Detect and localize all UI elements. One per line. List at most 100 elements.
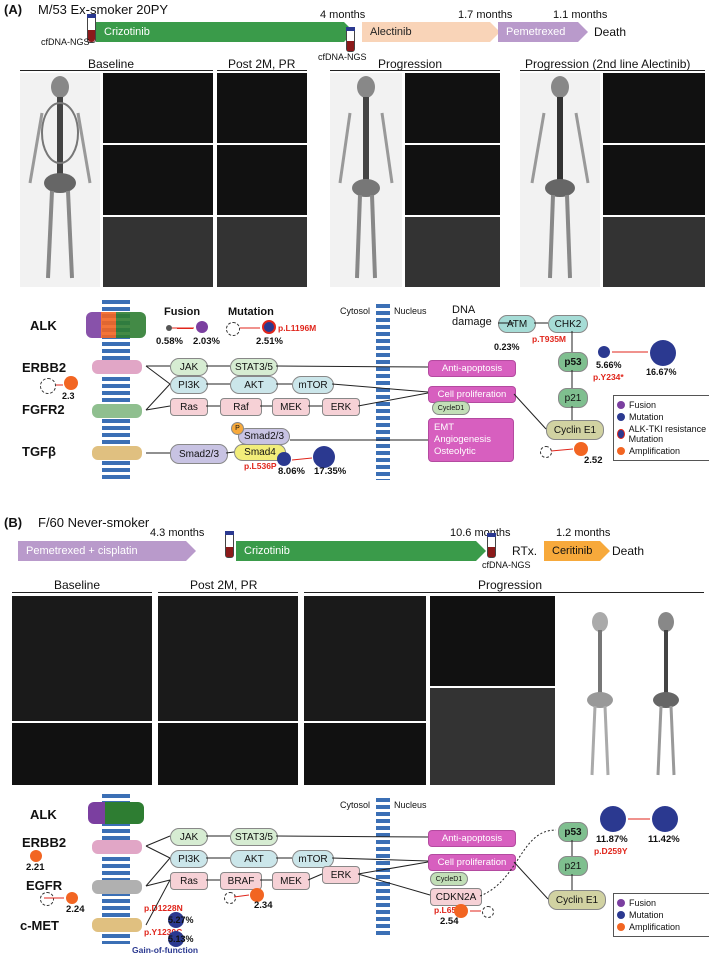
mutation-dot [652,806,678,832]
mutation-to: 2.51% [256,336,283,347]
gain-of-function: Gain-of-function [132,945,199,955]
resistance-mutation-dot [262,320,276,334]
panel-a-patient: M/53 Ex-smoker 20PY [38,2,169,17]
rtx-label: RTx. [512,544,538,558]
tube-icon [487,533,496,558]
empty-circle [226,322,240,336]
panel-a-label: (A) [4,2,23,17]
empty-circle [40,892,54,906]
gene-cmet: c-MET [20,918,59,933]
ct-image [405,217,500,287]
mutation-title: Mutation [228,306,274,318]
ct-image [217,217,307,287]
mutation-dot [277,452,291,466]
amplification-dot [574,442,588,456]
outcome-angiogenesis: Angiogenesis [434,434,492,445]
ngs-label-left: cfDNA-NGS [41,37,90,47]
node-pi3k-b: PI3K [170,850,208,868]
tube-icon [87,14,96,43]
section-b-post: Post 2M, PR [190,578,258,592]
outcome-anti-apoptosis-b: Anti-apoptosis [428,830,516,847]
phospho-icon: P [231,422,244,435]
node-cyclin-e1-b: Cyclin E1 [548,890,606,910]
section-b-progression: Progression [478,578,543,592]
node-erk: ERK [322,398,360,416]
p53-to: 16.67% [646,367,677,377]
p53-from: 5.66% [596,360,622,370]
node-cycled1-b: CycleD1 [430,872,468,886]
ngs-label-mid: cfDNA-NGS [318,52,367,62]
outcome-anti-apoptosis: Anti-apoptosis [428,360,516,377]
node-akt-b: AKT [230,850,278,868]
outcome-emt-group: EMT Angiogenesis Osteolytic [428,418,514,462]
ct-image [405,145,500,215]
section-progression: Progression [378,57,443,71]
amplification-dot [30,850,42,862]
fusion-title: Fusion [164,306,201,318]
smad4-variant: p.L536P [244,461,277,471]
node-erk-b: ERK [322,866,360,884]
bone-scan-image [520,73,600,287]
section-post: Post 2M, PR [228,57,296,71]
tube-icon [346,27,355,52]
legend-a: Fusion Mutation ALK-TKI resistance Mutat… [613,395,709,461]
erbb2-receptor [92,360,142,374]
cmet-receptor [92,918,142,932]
amplification-dot [454,904,468,918]
gene-alk: ALK [30,318,57,333]
egfr-amp: 2.24 [66,904,85,915]
panel-b-patient: F/60 Never-smoker [38,515,150,530]
node-pi3k: PI3K [170,376,208,394]
duration-3: 1.1 months [553,9,608,21]
outcome-proliferation-b: Cell proliferation [428,854,516,871]
node-ras: Ras [170,398,208,416]
nuclear-membrane [376,798,390,938]
node-p21: p21 [558,388,588,408]
ct-image [217,145,307,215]
gene-alk-b: ALK [30,807,57,822]
cmet-variant-1: p.D1228N [144,903,183,913]
ngs-label-b: cfDNA-NGS [482,560,531,570]
bone-scan-image [330,73,402,287]
node-p21-b: p21 [558,856,588,876]
legend-b: Fusion Mutation Amplification [613,893,709,937]
treatment-ceritinib: Ceritinib [544,541,600,561]
arrow-head [476,541,486,561]
node-atm: ATM [498,315,536,333]
node-jak-b: JAK [170,828,208,846]
fusion-dot-small [166,325,172,331]
erbb2-amp-b: 2.21 [26,862,45,873]
gene-erbb2: ERBB2 [22,360,67,375]
gene-fgfr2: FGFR2 [22,402,65,417]
mri-pelvis-image [430,688,555,785]
mutation-dot [313,446,335,468]
braf-amp: 2.34 [254,900,273,911]
node-stat: STAT3/5 [230,358,278,376]
cmet-variant-2: p.Y1230C [144,927,183,937]
ct-axial-image [12,723,152,785]
mutation-dot [650,340,676,366]
cmet-pct-1: 5.27% [168,915,194,925]
node-akt: AKT [230,376,278,394]
p53-to-b: 11.42% [648,834,680,845]
node-smad23: Smad2/3 [170,444,228,464]
section-baseline: Baseline [88,57,135,71]
tube-icon [225,531,234,558]
panel-b-label: (B) [4,515,23,530]
alk-receptor [86,312,146,338]
smad4-to: 17.35% [314,466,347,477]
node-raf: Raf [220,398,262,416]
ct-axial-image [158,723,298,785]
outcome-osteolytic: Osteolytic [434,446,476,457]
treatment-pemetrexed: Pemetrexed [498,22,578,42]
empty-circle [40,378,56,394]
node-ras-b: Ras [170,872,208,890]
node-mek-b: MEK [272,872,310,890]
fusion-dot [196,321,208,333]
node-p53: p53 [558,352,588,372]
erbb2-amp: 2.3 [62,391,75,401]
duration-1: 4 months [320,9,366,21]
mutation-dot [168,931,184,947]
end-death: Death [594,25,627,39]
